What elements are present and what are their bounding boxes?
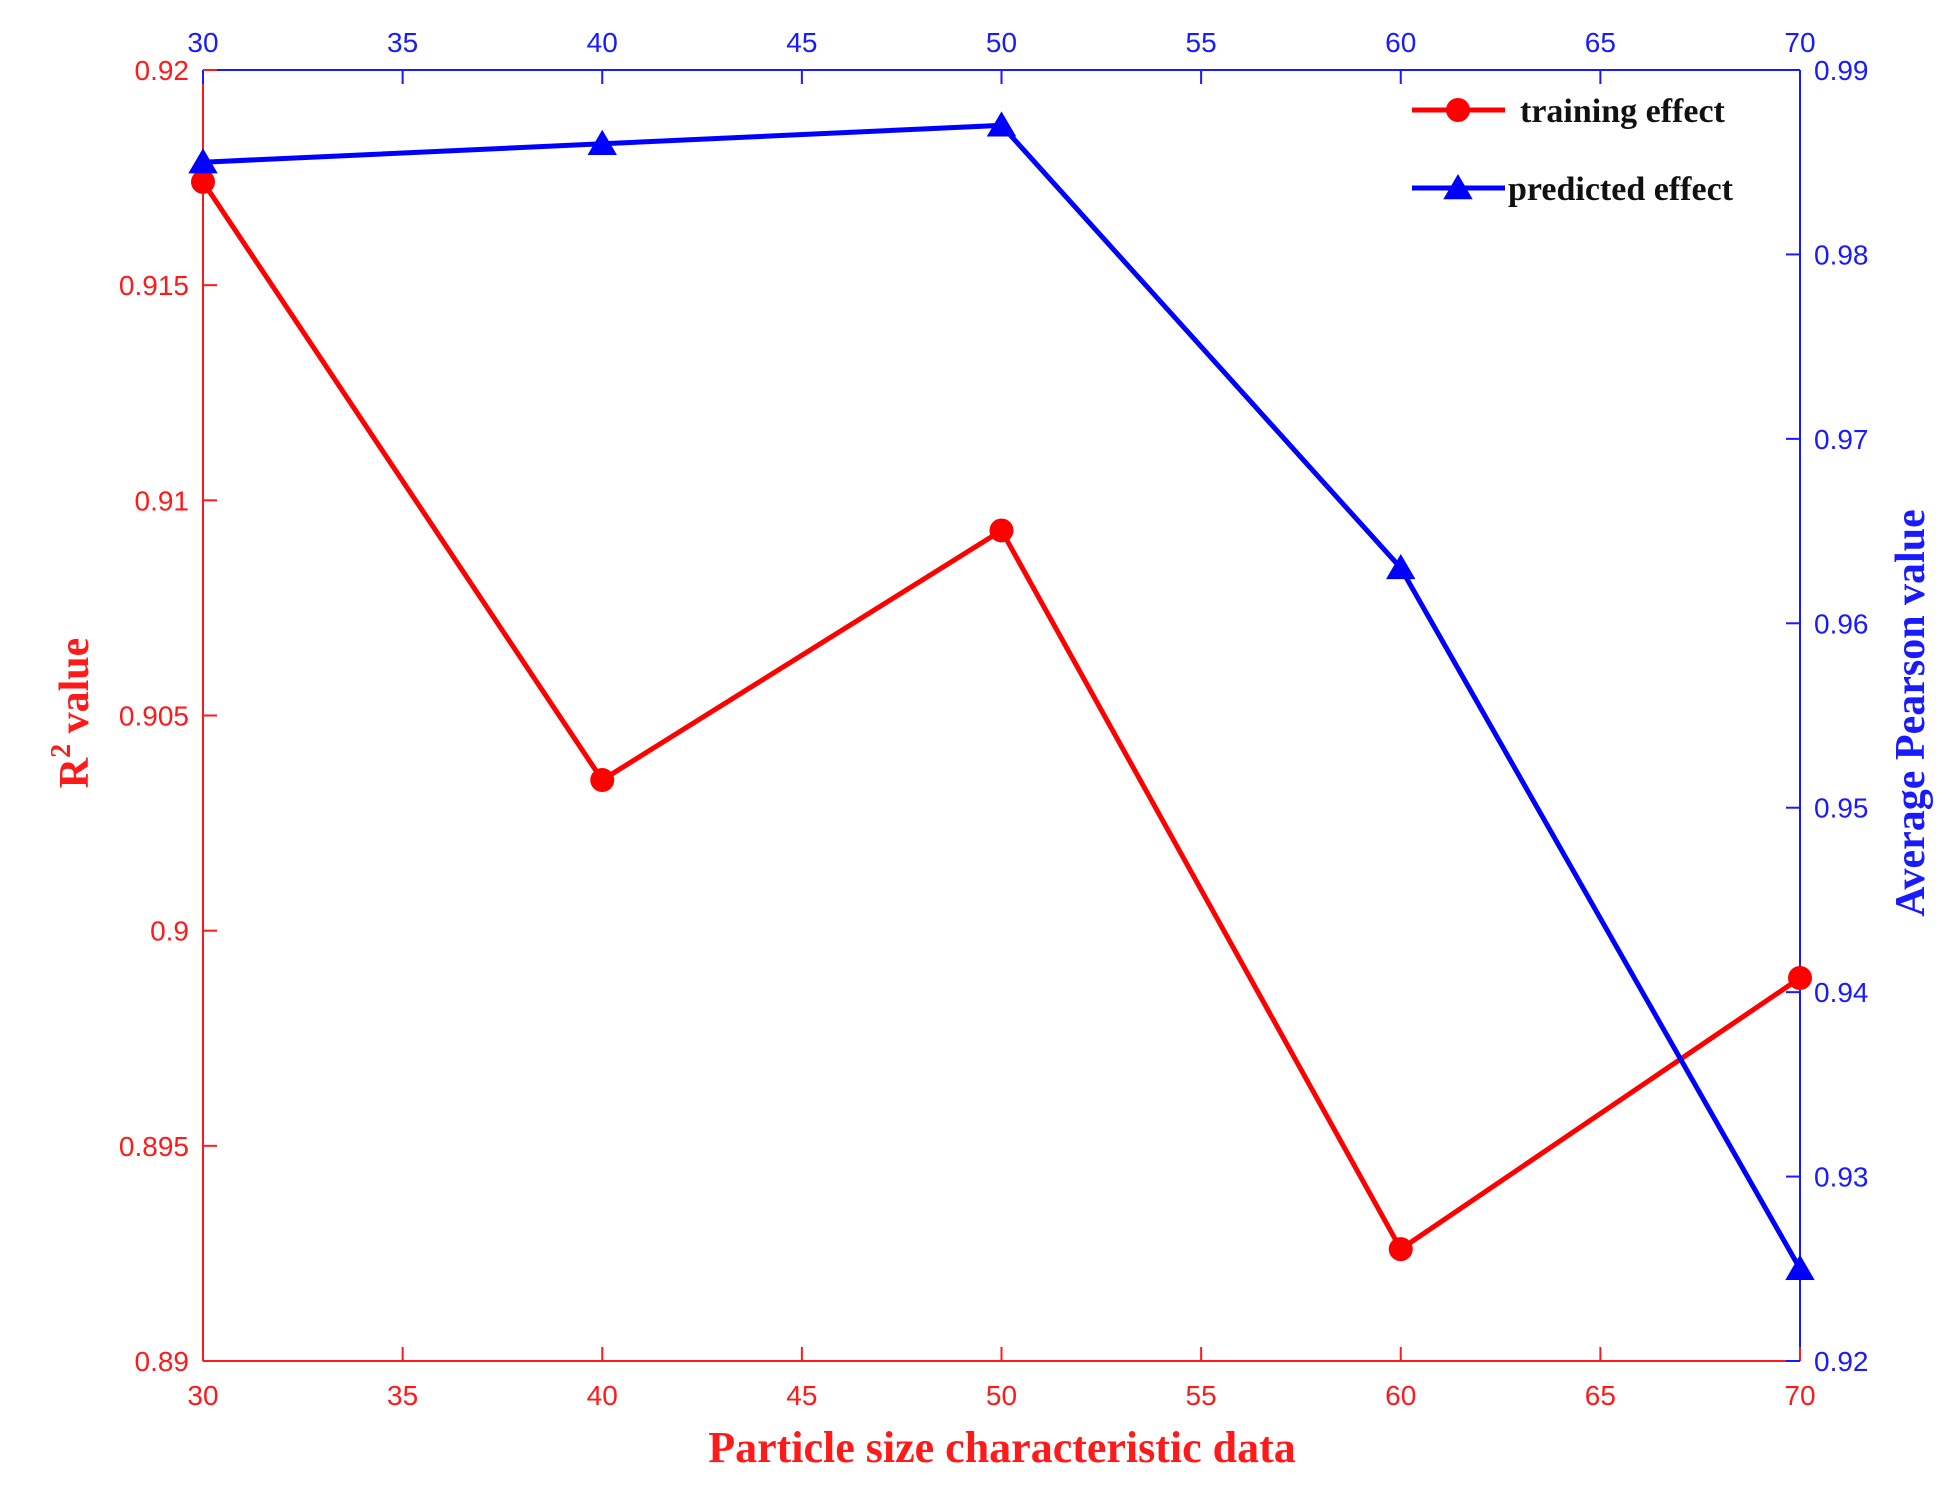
y-tick-label-left: 0.92: [135, 55, 190, 86]
data-point-marker: [590, 768, 615, 793]
x-tick-label-bottom: 60: [1385, 1380, 1416, 1411]
x-tick-label-bottom: 50: [986, 1380, 1017, 1411]
x-tick-label-bottom: 40: [587, 1380, 618, 1411]
y-tick-label-right: 0.94: [1814, 977, 1869, 1008]
y-tick-label-left: 0.895: [119, 1131, 189, 1162]
y-tick-label-right: 0.96: [1814, 608, 1869, 639]
x-tick-label-top: 60: [1385, 27, 1416, 58]
x-tick-label-bottom: 70: [1784, 1380, 1815, 1411]
series-layer: [188, 111, 1815, 1280]
x-tick-label-top: 70: [1784, 27, 1815, 58]
y-tick-label-right: 0.98: [1814, 239, 1869, 270]
data-point-marker: [191, 169, 215, 194]
data-point-marker: [1788, 966, 1812, 991]
x-tick-label-top: 30: [187, 27, 218, 58]
data-point-marker: [986, 111, 1017, 137]
data-point-marker: [989, 518, 1014, 543]
x-tick-label-top: 50: [986, 27, 1017, 58]
y-tick-label-left: 0.89: [135, 1346, 190, 1377]
x-tick-label-bottom: 35: [387, 1380, 418, 1411]
y-tick-label-left: 0.915: [119, 270, 189, 301]
y-axis-left-title-superscript: 2: [46, 744, 77, 758]
data-point-marker: [1386, 553, 1416, 580]
axes-layer: 30 30 35 35 40 40 45 45 50 50 55 55 60 60 65 65 70 70 0.89…: [119, 27, 1869, 1411]
x-tick-label-top: 40: [587, 27, 618, 58]
y-tick-label-left: 0.9: [150, 916, 189, 947]
legend-swatch-marker: [1443, 174, 1473, 200]
x-tick-label-bottom: 30: [187, 1380, 218, 1411]
data-point-marker: [1785, 1254, 1815, 1280]
x-tick-label-top: 45: [786, 27, 817, 58]
x-tick-label-top: 65: [1585, 27, 1616, 58]
x-tick-label-bottom: 65: [1585, 1380, 1616, 1411]
data-point-marker: [587, 129, 617, 155]
data-point-marker: [188, 148, 218, 174]
y-axis-left-title-main: R: [52, 757, 98, 788]
y-axis-left-title-suffix: value: [52, 638, 98, 744]
x-tick-label-bottom: 45: [786, 1380, 817, 1411]
x-tick-label-top: 55: [1186, 27, 1217, 58]
series-line-training-effect: [200, 180, 1802, 1253]
legend-label: training effect: [1520, 93, 1726, 130]
y-tick-label-right: 0.95: [1814, 793, 1869, 824]
data-point-marker: [1388, 1237, 1413, 1262]
legend-swatch-marker: [1446, 98, 1470, 122]
y-tick-label-right: 0.97: [1814, 424, 1869, 455]
legend: training effect predicted effect: [1412, 93, 1734, 208]
legend-label: predicted effect: [1508, 171, 1734, 208]
x-tick-label-bottom: 55: [1186, 1380, 1217, 1411]
y-axis-left-title: R2 value: [46, 638, 98, 789]
y-tick-label-right: 0.99: [1814, 55, 1869, 86]
x-axis-title: Particle size characteristic data: [708, 1423, 1296, 1472]
y-tick-label-left: 0.91: [135, 485, 190, 516]
y-tick-label-left: 0.905: [119, 701, 189, 732]
x-tick-label-top: 35: [387, 27, 418, 58]
y-tick-label-right: 0.92: [1814, 1346, 1869, 1377]
y-tick-label-right: 0.93: [1814, 1162, 1869, 1193]
y-axis-right-title: Average Pearson value: [1888, 509, 1934, 916]
series-line-predicted-effect: [202, 122, 1803, 1271]
